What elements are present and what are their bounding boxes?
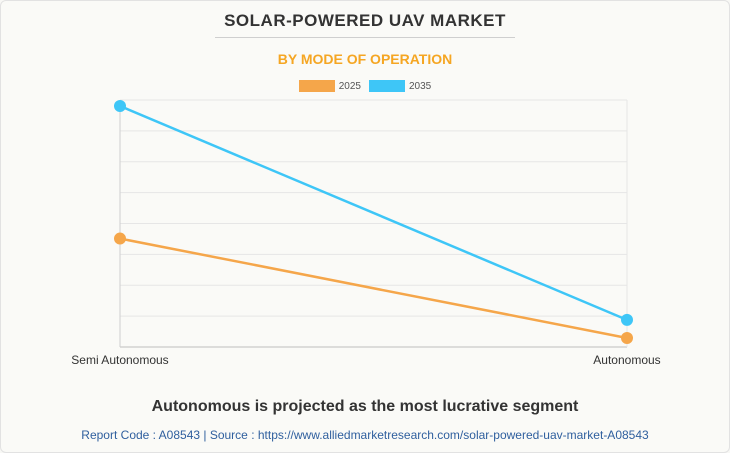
legend-swatch-2035	[369, 80, 405, 92]
legend-swatch-2025	[298, 80, 335, 92]
title-divider	[215, 37, 515, 38]
legend: 2025 2035	[0, 80, 730, 92]
chart-title: SOLAR-POWERED UAV MARKET	[224, 11, 506, 30]
legend-item-2025: 2025	[298, 80, 361, 92]
chart-subtitle: BY MODE OF OPERATION	[277, 51, 453, 67]
legend-label-2025: 2025	[338, 80, 361, 92]
data-point-2025	[621, 331, 633, 344]
chart-headline: Autonomous is projected as the most lucr…	[151, 398, 579, 415]
chart-source: Report Code : A08543 | Source : https://…	[81, 428, 649, 442]
legend-label-2035: 2035	[409, 80, 432, 92]
data-point-2035	[114, 100, 126, 113]
x-tick-label: Semi Autonomous	[71, 353, 168, 367]
series-line-2025	[119, 237, 628, 340]
data-point-2035	[621, 313, 633, 326]
legend-item-2035: 2035	[369, 80, 431, 92]
data-point-2025	[114, 232, 126, 245]
x-tick-label: Autonomous	[593, 353, 660, 367]
series-line-2035	[119, 104, 628, 322]
